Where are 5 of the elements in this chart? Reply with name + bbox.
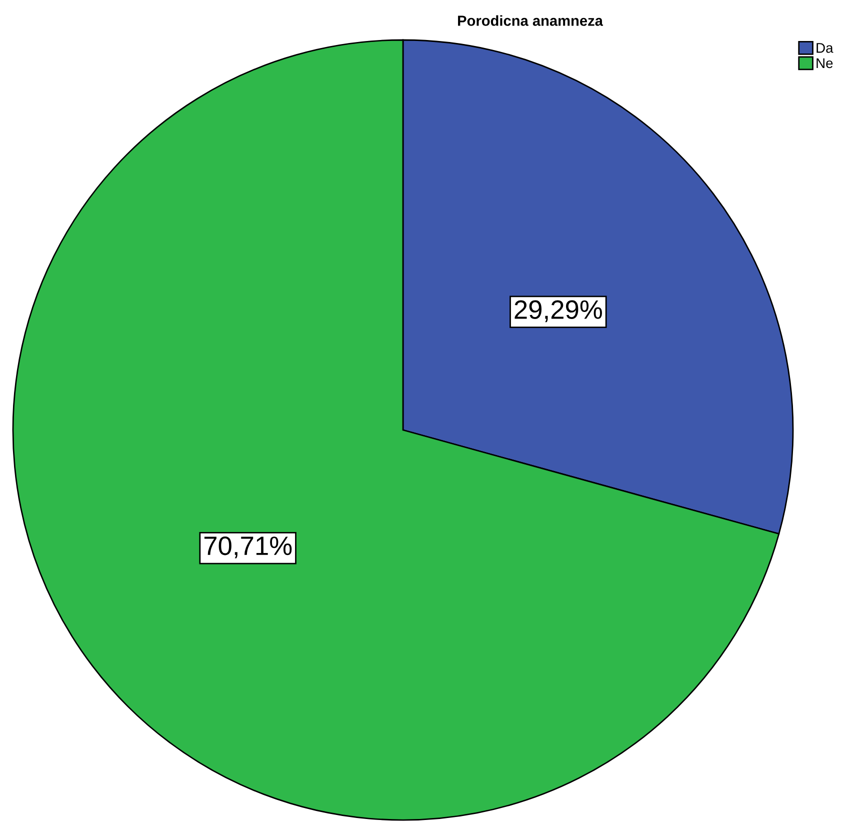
chart-title: Porodicna anamneza (458, 15, 604, 26)
legend-label: Ne (816, 58, 833, 68)
legend-label: Da (816, 43, 834, 53)
data-label: 29,29% (514, 300, 602, 322)
data-label: 70,71% (204, 536, 292, 558)
